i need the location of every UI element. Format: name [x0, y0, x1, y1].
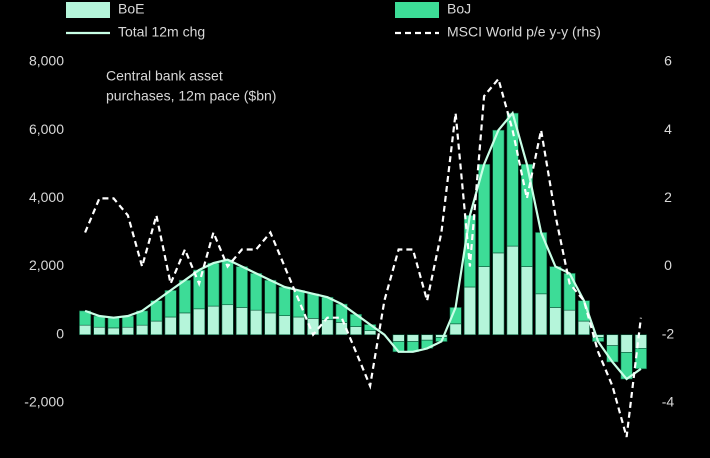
bar: [292, 290, 305, 318]
y-tick-label: -2,000: [24, 394, 64, 410]
bar: [392, 334, 405, 342]
bar: [121, 315, 134, 328]
bar: [535, 293, 548, 336]
y-tick-label: 0: [56, 325, 64, 341]
bar: [207, 262, 220, 307]
bar: [307, 293, 320, 319]
legend-swatch: [66, 2, 110, 18]
y2-tick-label: -2: [662, 325, 675, 341]
bar: [563, 309, 576, 336]
bar: [634, 348, 647, 370]
bar: [93, 315, 106, 328]
bar: [549, 266, 562, 308]
bar: [492, 252, 505, 336]
bar: [264, 279, 277, 314]
legend-label: Total 12m chg: [118, 24, 205, 40]
annotation: purchases, 12m pace ($bn): [106, 88, 276, 104]
y-tick-label: 8,000: [29, 53, 64, 69]
line-series: [84, 110, 642, 381]
bar: [264, 312, 277, 336]
bar: [150, 320, 163, 336]
bar: [421, 334, 434, 341]
legend-label: BoJ: [447, 1, 471, 17]
bar: [121, 326, 134, 336]
bar: [164, 316, 177, 336]
bar: [235, 307, 248, 336]
bar: [364, 330, 377, 336]
bar: [178, 312, 191, 336]
bar: [107, 317, 120, 329]
annotation: Central bank asset: [106, 68, 223, 84]
line-series: [84, 76, 642, 438]
bar: [478, 266, 491, 336]
bar: [463, 286, 476, 336]
bar: [250, 273, 263, 311]
bar: [193, 308, 206, 336]
bar: [207, 305, 220, 336]
bar: [506, 245, 519, 336]
bar: [620, 334, 633, 353]
bar: [449, 323, 462, 336]
bar: [349, 326, 362, 336]
bar: [278, 286, 291, 316]
bar: [606, 345, 619, 363]
bar: [136, 324, 149, 336]
bar: [492, 129, 505, 254]
y-tick-label: 4,000: [29, 189, 64, 205]
bar: [321, 296, 334, 321]
y2-tick-label: 4: [664, 121, 672, 137]
bar: [321, 319, 334, 336]
legend-label: MSCI World p/e y-y (rhs): [447, 24, 601, 40]
bar: [435, 334, 448, 338]
y2-tick-label: 2: [664, 189, 672, 205]
bar: [520, 266, 533, 336]
bar: [178, 279, 191, 314]
bar: [549, 307, 562, 336]
bar: [278, 315, 291, 336]
bar: [577, 320, 590, 336]
y-tick-label: 2,000: [29, 257, 64, 273]
y-tick-label: 6,000: [29, 121, 64, 137]
y2-tick-label: 0: [664, 257, 672, 273]
legend-swatch: [395, 2, 439, 18]
bar: [79, 324, 92, 336]
bar: [250, 309, 263, 336]
legend-label: BoE: [118, 1, 144, 17]
bar: [93, 326, 106, 336]
y2-tick-label: -4: [662, 394, 675, 410]
bar: [221, 304, 234, 336]
bar: [235, 266, 248, 308]
bar: [606, 334, 619, 346]
bar: [107, 327, 120, 336]
bar: [406, 334, 419, 342]
y2-tick-label: 6: [664, 53, 672, 69]
bar: [292, 316, 305, 336]
